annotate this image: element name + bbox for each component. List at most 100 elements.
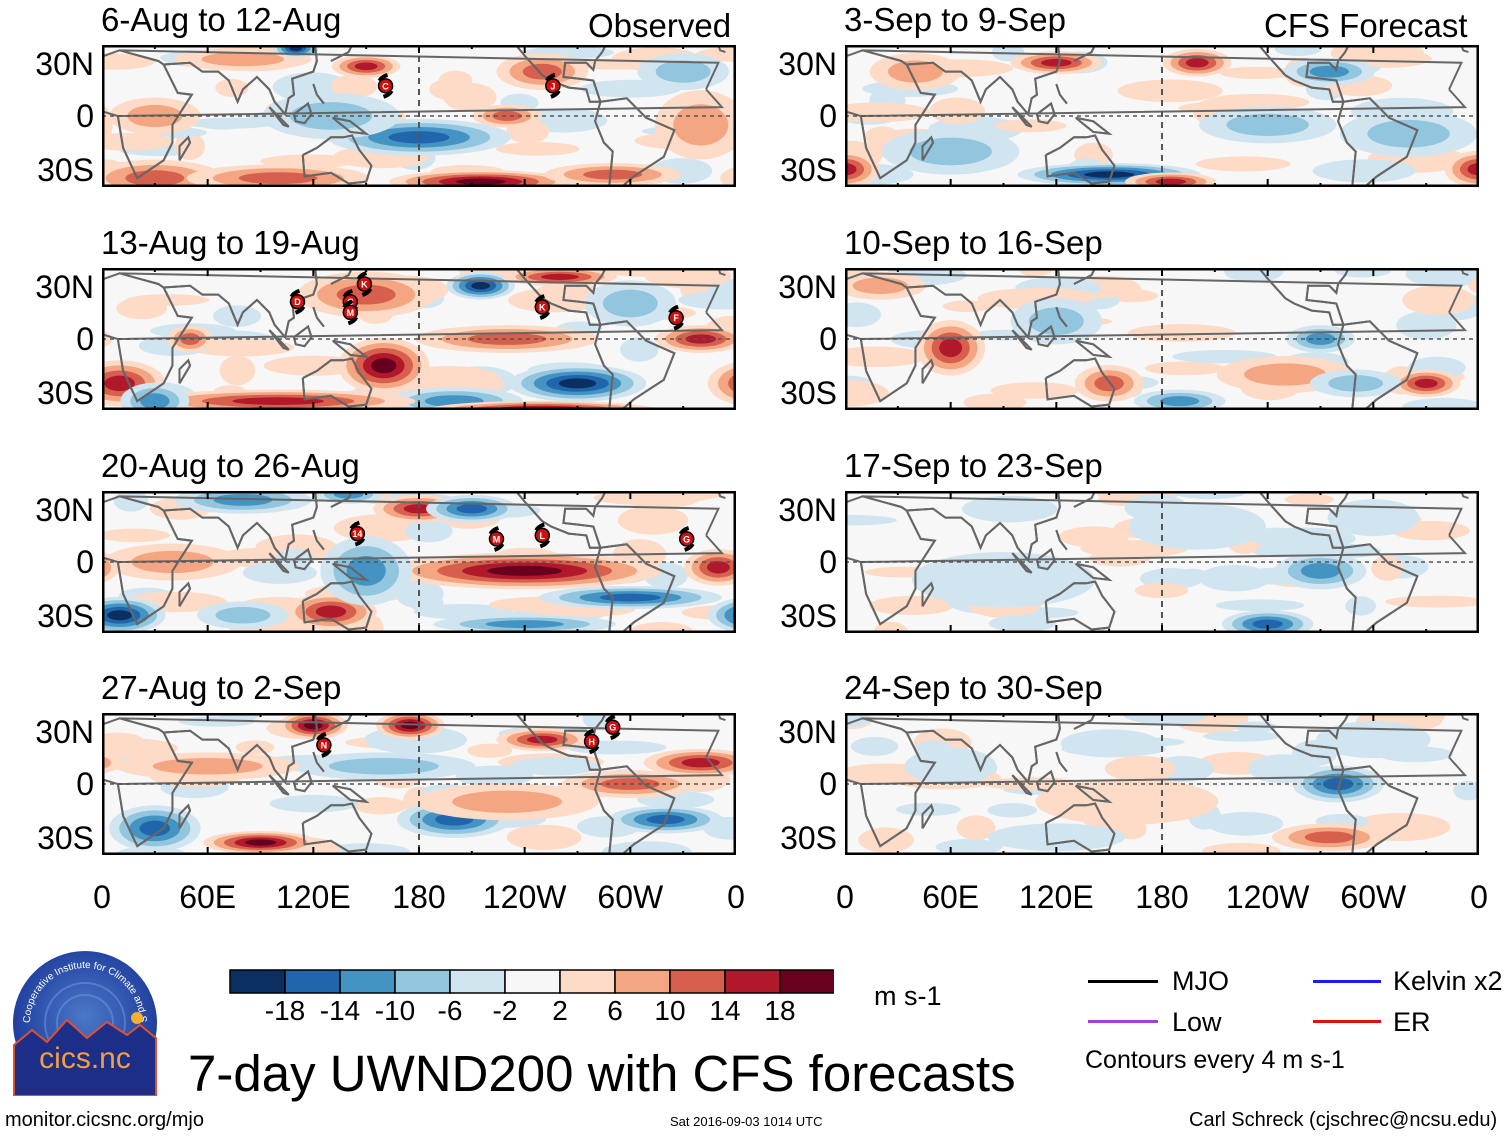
svg-text:14: 14	[352, 529, 362, 539]
coastline	[178, 135, 192, 161]
wind-contour	[887, 60, 943, 83]
colorbar	[229, 969, 834, 994]
coastline	[594, 320, 676, 410]
wind-contour	[1274, 45, 1322, 56]
coastline	[312, 529, 325, 551]
lat-tick-label: 30N	[778, 269, 837, 305]
lon-tick-label: 60W	[1340, 879, 1407, 915]
colorbar-label: -6	[437, 995, 463, 1026]
wind-contour	[720, 166, 736, 187]
coastline	[292, 547, 313, 571]
tropical-storm-marker: K	[534, 294, 551, 320]
coastline	[515, 268, 607, 326]
panel-title: 24-Sep to 30-Sep	[844, 669, 1103, 706]
coastline	[921, 803, 935, 829]
coastline	[163, 713, 318, 785]
wind-contour	[1396, 311, 1457, 340]
wind-contour	[1467, 163, 1479, 176]
lat-tick-label: 30S	[780, 152, 837, 188]
colorbar-swatch	[779, 969, 834, 994]
wind-contour	[527, 735, 558, 744]
svg-text:M: M	[493, 534, 501, 544]
coastline	[301, 580, 373, 631]
wind-contour	[1155, 178, 1187, 185]
coastline	[116, 495, 725, 626]
panel-frame	[102, 45, 736, 187]
wind-contour	[452, 790, 563, 813]
wind-contour	[602, 289, 658, 318]
panel-title: 10-Sep to 16-Sep	[844, 224, 1103, 261]
coastline	[1075, 784, 1113, 804]
coastline	[1044, 580, 1116, 631]
coastline	[332, 562, 370, 582]
wind-contour	[467, 333, 547, 345]
wind-contour	[987, 823, 1126, 852]
coastline	[594, 543, 676, 633]
wind-contour	[620, 337, 659, 362]
wind-contour	[869, 596, 954, 616]
panel-frame	[102, 491, 736, 633]
wind-contour	[845, 379, 889, 407]
wind-contour	[403, 504, 435, 514]
panel-title: 17-Sep to 23-Sep	[844, 447, 1103, 484]
coastline	[921, 581, 935, 607]
coastline	[332, 116, 370, 136]
legend-label-er: ER	[1393, 1007, 1431, 1037]
wind-contour	[139, 820, 171, 837]
colorbar-label: -18	[264, 995, 306, 1026]
wind-contour	[405, 519, 453, 543]
coastline	[312, 83, 325, 105]
wind-contour	[354, 797, 408, 815]
coastline	[1035, 547, 1056, 571]
lat-tick-label: 0	[76, 544, 94, 580]
lon-tick-label: 0	[1470, 879, 1488, 915]
map-panel	[845, 713, 1479, 855]
coastline	[1075, 562, 1113, 582]
wind-contour	[413, 603, 513, 620]
wind-contour	[1104, 755, 1176, 782]
colorbar-swatch	[504, 969, 561, 994]
coastline	[859, 495, 1468, 626]
coastline	[1337, 765, 1419, 855]
wind-contour	[1468, 276, 1479, 295]
units-label: m s-1	[874, 981, 942, 1011]
tropical-storm-marker: H	[583, 728, 600, 755]
footer-url[interactable]: monitor.cicsnc.org/mjo	[5, 1109, 204, 1131]
lon-tick-label: 180	[1135, 879, 1189, 915]
wind-contour	[215, 606, 271, 624]
wind-contour	[685, 334, 717, 344]
wind-contour	[438, 70, 473, 91]
lat-tick-label: 30N	[35, 492, 94, 528]
tropical-storm-marker: G	[604, 714, 621, 741]
coastline	[1035, 769, 1056, 793]
colorbar-label: -14	[319, 995, 361, 1026]
wind-contour	[961, 495, 1058, 523]
coastline	[292, 769, 313, 793]
panel-frame	[845, 491, 1479, 633]
wind-contour	[1215, 599, 1305, 612]
coastline	[1258, 491, 1350, 549]
wind-contour	[1058, 526, 1129, 548]
lon-tick-label: 60E	[922, 879, 980, 915]
lon-tick-label: 0	[836, 879, 854, 915]
footer-author: Carl Schreck (cjschrec@ncsu.edu)	[1189, 1109, 1498, 1131]
lat-tick-label: 30S	[37, 152, 94, 188]
wind-contour	[988, 615, 1056, 632]
coastline	[859, 272, 1468, 403]
panel-frame	[845, 713, 1479, 855]
wind-contour	[495, 142, 580, 156]
colorbar-label: -2	[492, 995, 518, 1026]
coastline	[1075, 116, 1113, 136]
coastline	[1075, 339, 1113, 359]
wind-contour	[1127, 324, 1236, 342]
coastline	[268, 329, 290, 351]
wind-contour	[935, 839, 1003, 855]
wind-contour	[125, 170, 185, 187]
lat-tick-label: 0	[76, 98, 94, 134]
coastline	[178, 358, 192, 384]
wind-contour	[1371, 555, 1404, 581]
coastline	[906, 491, 1061, 563]
wind-contour	[873, 621, 908, 633]
wind-contour	[1144, 361, 1225, 376]
